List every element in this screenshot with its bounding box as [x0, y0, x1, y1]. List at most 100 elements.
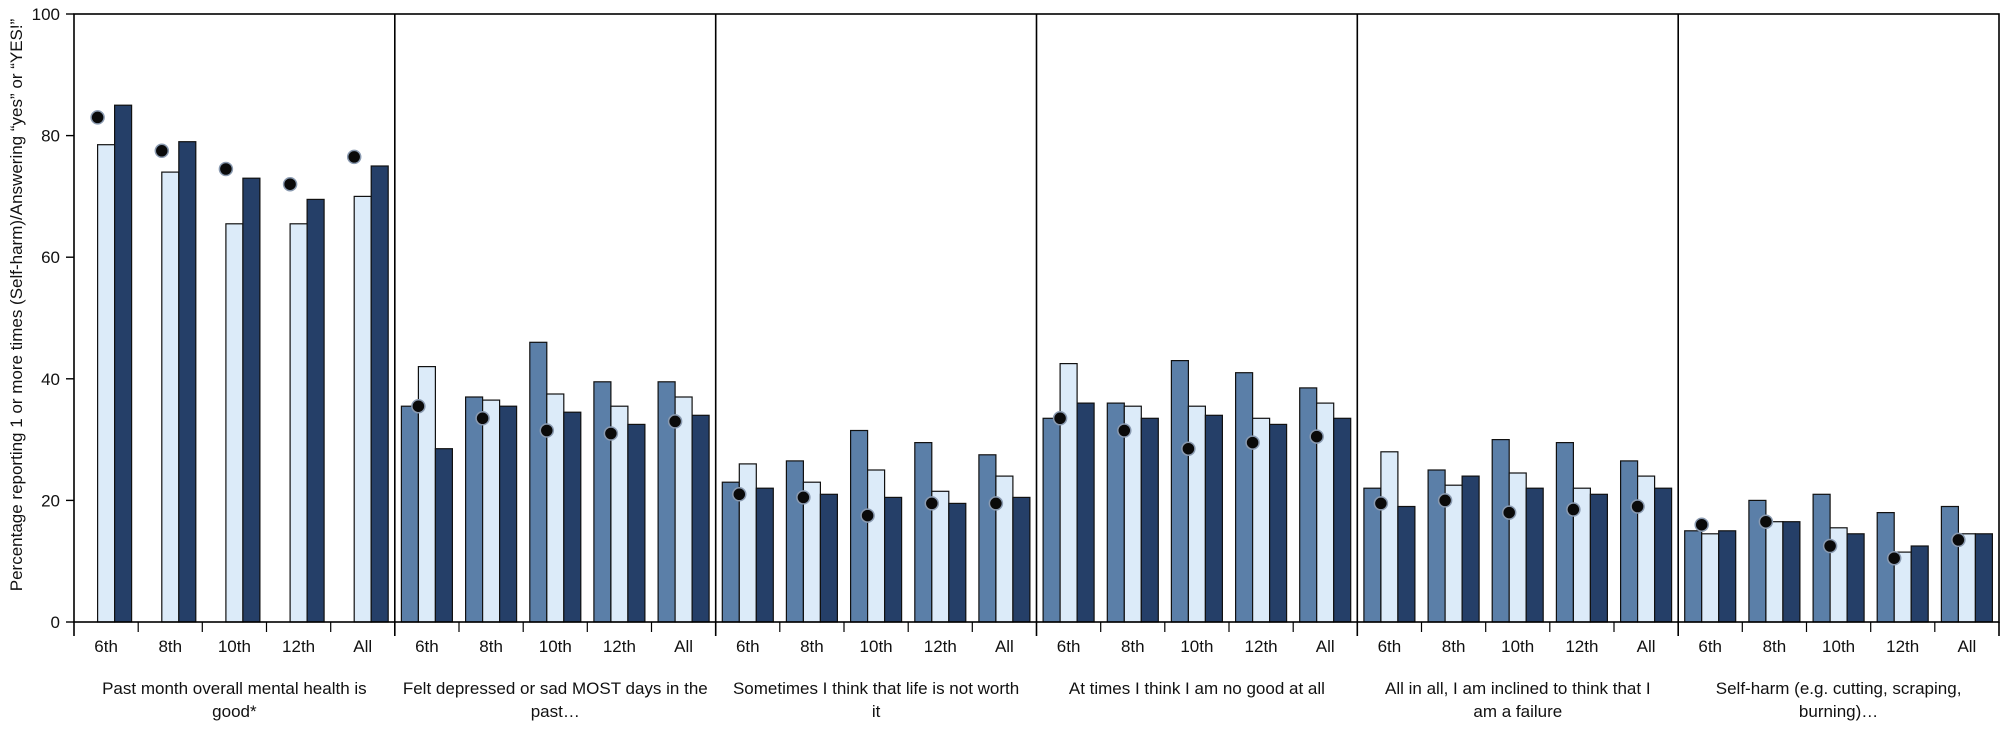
marker-point — [1373, 496, 1389, 511]
group-label: At times I think I am no good at all — [1069, 679, 1325, 698]
marker-point — [1117, 423, 1132, 438]
marker-point — [475, 411, 490, 426]
bar-series-c — [178, 141, 197, 623]
bar-series-a — [1427, 469, 1446, 623]
bar-series-b — [353, 195, 372, 623]
bar-series-a — [1812, 493, 1831, 623]
bar-series-c — [1140, 417, 1159, 623]
bar-series-a — [721, 481, 740, 623]
group-label: Self-harm (e.g. cutting, scraping, — [1716, 679, 1962, 698]
bar-series-a — [1170, 360, 1190, 623]
group-label: it — [872, 702, 881, 721]
bar-series-b — [866, 469, 886, 623]
x-tick-label: All — [995, 637, 1014, 656]
bar-series-c — [819, 493, 839, 623]
bar-series-b — [674, 396, 693, 623]
group-label: am a failure — [1473, 702, 1562, 721]
marker-point — [860, 508, 875, 523]
marker-point — [90, 110, 105, 125]
bar-series-b — [96, 144, 116, 623]
bar-series-c — [306, 198, 325, 623]
x-tick-label: 6th — [94, 637, 118, 656]
group-label: All in all, I am inclined to think that … — [1385, 679, 1651, 698]
x-tick-label: All — [1316, 637, 1335, 656]
x-tick-label: 12th — [603, 637, 636, 656]
bar-series-c — [1204, 414, 1224, 623]
marker-point — [282, 176, 298, 192]
x-tick-label: 6th — [415, 637, 439, 656]
x-tick-label: 6th — [1698, 637, 1722, 656]
marker-point — [1437, 493, 1453, 508]
x-tick-label: All — [1637, 637, 1656, 656]
marker-point — [924, 496, 940, 511]
bar-series-b — [1123, 405, 1142, 623]
bar-series-c — [499, 405, 518, 623]
group-label: good* — [212, 702, 257, 721]
bar-series-a — [785, 460, 805, 623]
bar-series-c — [691, 414, 710, 623]
x-tick-label: All — [1957, 637, 1976, 656]
marker-point — [732, 487, 747, 502]
bar-series-b — [1957, 533, 1977, 623]
labels-layer: 6th 8th 10th 12th All Past month overall ment… — [32, 5, 1977, 721]
plot-frame — [73, 13, 2000, 623]
bar-series-c — [1589, 493, 1609, 623]
marker-point — [667, 414, 683, 429]
bar-series-c — [1653, 487, 1673, 623]
bar-series-a — [400, 405, 419, 623]
bar-series-a — [1940, 505, 1960, 623]
x-tick-label: 8th — [479, 637, 503, 656]
x-tick-label: 12th — [1245, 637, 1278, 656]
group-label: burning)… — [1799, 702, 1878, 721]
x-tick-label: 6th — [1057, 637, 1081, 656]
bar-series-c — [755, 487, 774, 623]
x-tick-label: 10th — [1501, 637, 1534, 656]
group-label: Past month overall mental health is — [102, 679, 367, 698]
x-tick-label: 6th — [1378, 637, 1402, 656]
bar-series-b — [1380, 451, 1399, 623]
marker-point — [1758, 514, 1774, 529]
group-label: past… — [531, 702, 580, 721]
y-tick-label: 20 — [41, 491, 60, 510]
bar-series-c — [434, 448, 453, 623]
marker-point — [1501, 505, 1517, 520]
y-axis-label: Percentage reporting 1 or more times (Se… — [7, 18, 26, 591]
bar-series-a — [1684, 530, 1703, 623]
bar-series-c — [1974, 533, 1994, 623]
x-tick-label: 8th — [800, 637, 824, 656]
marker-point — [346, 149, 362, 165]
bar-series-c — [1846, 533, 1865, 623]
marker-point — [1822, 538, 1838, 554]
x-tick-label: 10th — [218, 637, 251, 656]
marker-point — [1630, 499, 1645, 514]
bar-series-b — [1765, 521, 1784, 623]
marker-point — [1052, 411, 1068, 426]
marker-point — [603, 426, 619, 441]
bar-series-b — [1701, 533, 1720, 623]
bar-series-c — [948, 502, 967, 623]
bar-series-a — [849, 429, 869, 623]
marker-point — [988, 496, 1004, 511]
axes-layer — [66, 13, 2000, 636]
bar-series-b — [1059, 363, 1078, 623]
bar-series-b — [931, 490, 950, 623]
bars-layer — [96, 104, 1994, 623]
marker-point — [796, 490, 811, 505]
marker-point — [1694, 517, 1709, 532]
bar-series-c — [1782, 521, 1801, 623]
bar-series-c — [1076, 402, 1095, 623]
bar-series-a — [1491, 439, 1510, 623]
bar-series-a — [529, 341, 548, 623]
bar-series-a — [593, 381, 612, 623]
bar-series-c — [1525, 487, 1544, 623]
y-tick-label: 80 — [41, 127, 60, 146]
bar-series-c — [370, 165, 389, 623]
x-tick-label: 12th — [924, 637, 957, 656]
bar-series-b — [482, 399, 501, 623]
x-tick-label: 8th — [158, 637, 182, 656]
bar-series-b — [289, 223, 308, 623]
x-tick-label: 12th — [282, 637, 315, 656]
marker-point — [1309, 429, 1324, 444]
bar-series-a — [1042, 417, 1061, 623]
group-label: Felt depressed or sad MOST days in the — [403, 679, 708, 698]
